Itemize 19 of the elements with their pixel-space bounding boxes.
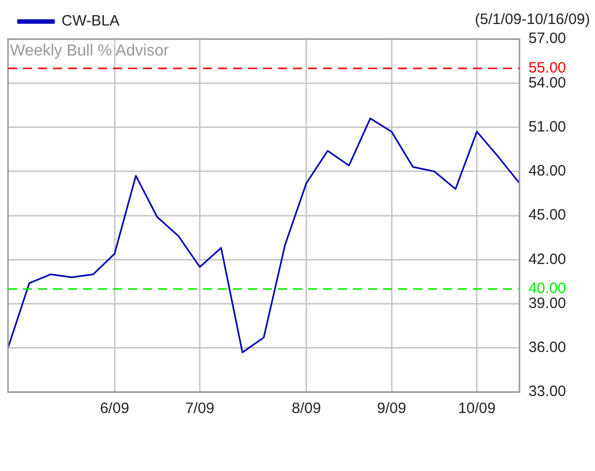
x-tick-label: 9/09: [376, 400, 406, 418]
x-tick-label: 8/09: [292, 400, 321, 418]
x-tick-label: 7/09: [185, 400, 214, 418]
y-tick-label: 45.00: [528, 206, 566, 224]
ref-line-label: 55.00: [528, 60, 566, 77]
x-tick-label: 10/09: [458, 400, 496, 418]
y-tick-label: 33.00: [528, 383, 566, 400]
y-tick-label: 51.00: [528, 118, 566, 136]
ref-line-label: 40.00: [528, 280, 566, 298]
chart-title: Weekly Bull % Advisor: [10, 42, 170, 60]
y-tick-label: 54.00: [528, 74, 566, 92]
y-tick-label: 36.00: [528, 339, 566, 356]
y-tick-label: 48.00: [528, 162, 566, 180]
legend-label: CW-BLA: [62, 12, 120, 30]
chart-subtitle: (5/1/09-10/16/09): [474, 11, 590, 28]
x-tick-label: 6/09: [100, 400, 130, 418]
y-tick-label: 42.00: [528, 250, 566, 268]
y-tick-label: 39.00: [528, 294, 566, 312]
y-tick-label: 57.00: [528, 30, 566, 48]
